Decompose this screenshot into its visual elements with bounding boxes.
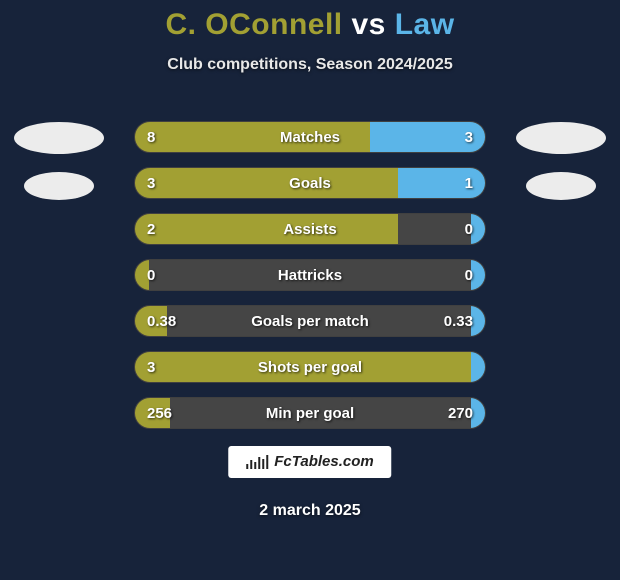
stat-row: 256270Min per goal (134, 397, 486, 429)
stat-label: Goals per match (135, 306, 485, 337)
avatar-player1 (14, 122, 104, 154)
stat-label: Min per goal (135, 398, 485, 429)
stat-label: Shots per goal (135, 352, 485, 383)
stat-row: 0.380.33Goals per match (134, 305, 486, 337)
title-player1: C. OConnell (165, 8, 342, 41)
subtitle: Club competitions, Season 2024/2025 (0, 56, 620, 74)
title-player2: Law (395, 8, 455, 41)
avatar-player2-club (526, 172, 596, 200)
avatar-player2 (516, 122, 606, 154)
stat-rows: 83Matches 31Goals 20Assists 00Hattricks 0.38… (134, 121, 486, 443)
stat-row: 31Goals (134, 167, 486, 199)
footer-date: 2 march 2025 (0, 502, 620, 520)
title-vs: vs (351, 8, 385, 41)
stat-row: 3Shots per goal (134, 351, 486, 383)
stat-row: 00Hattricks (134, 259, 486, 291)
watermark-badge: FcTables.com (228, 446, 391, 478)
bars-icon (246, 455, 268, 469)
stat-label: Goals (135, 168, 485, 199)
stat-row: 20Assists (134, 213, 486, 245)
stat-label: Assists (135, 214, 485, 245)
stat-row: 83Matches (134, 121, 486, 153)
stat-label: Hattricks (135, 260, 485, 291)
page-title: C. OConnell vs Law (0, 0, 620, 42)
comparison-infographic: C. OConnell vs Law Club competitions, Se… (0, 0, 620, 580)
watermark-text: FcTables.com (274, 446, 373, 478)
avatar-player1-club (24, 172, 94, 200)
stat-label: Matches (135, 122, 485, 153)
